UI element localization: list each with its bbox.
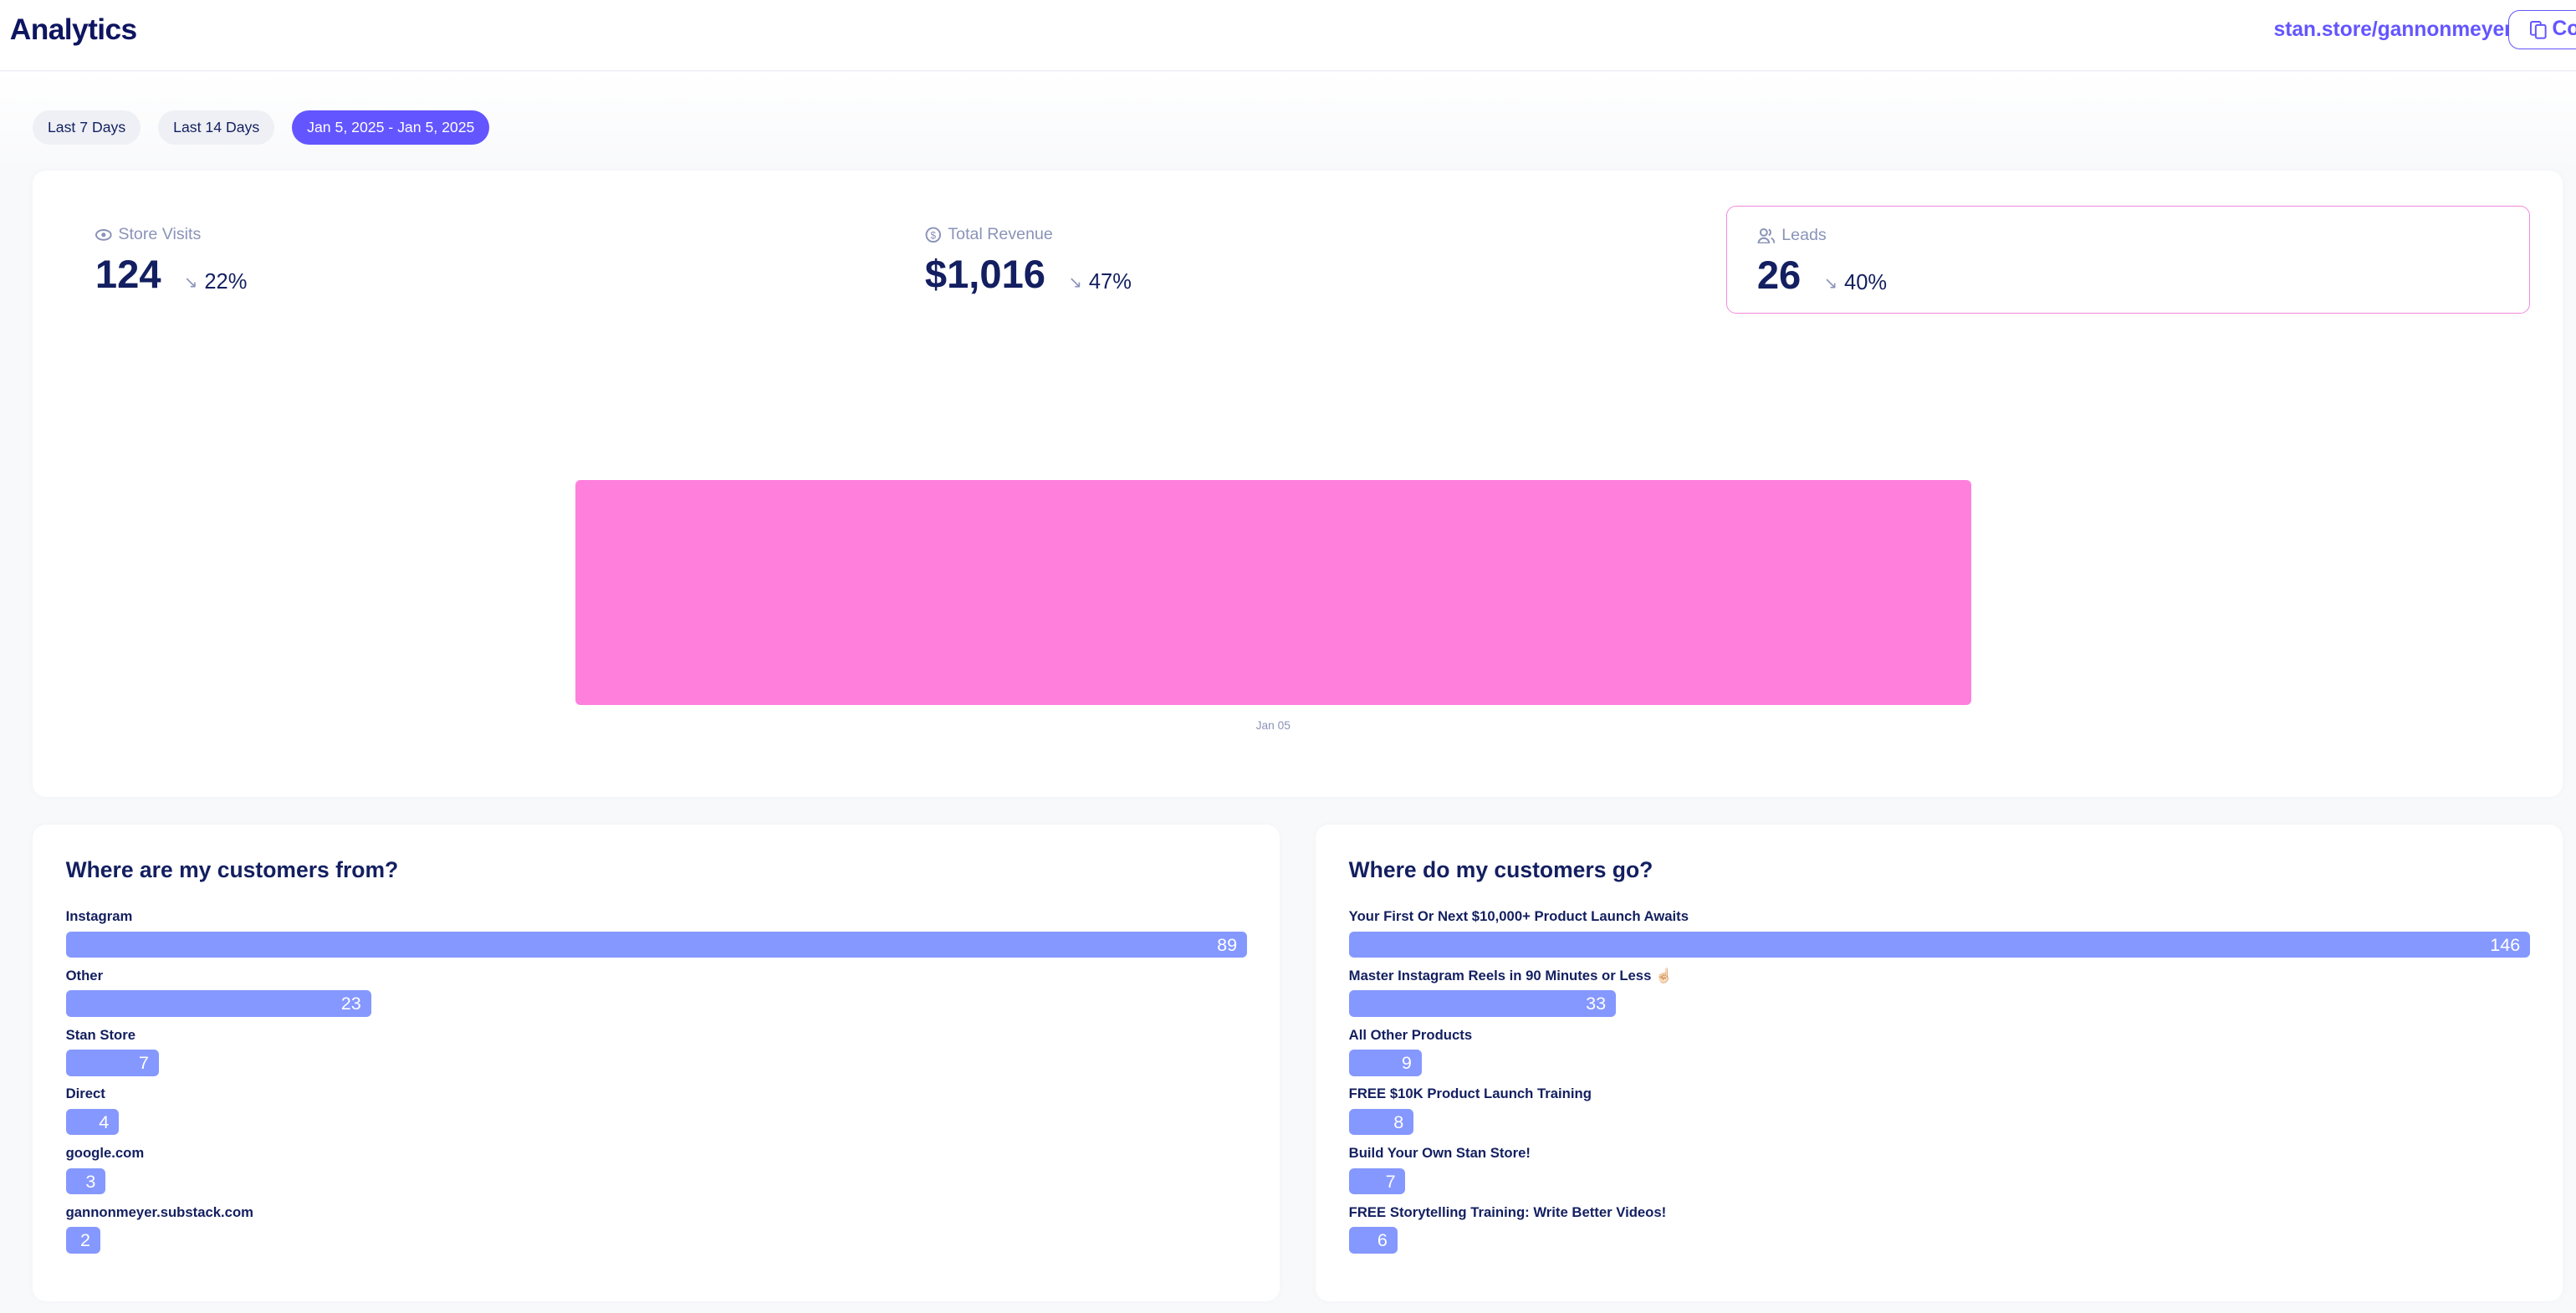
users-icon xyxy=(1757,227,1776,244)
list-item-bar: 8 xyxy=(1348,1108,1414,1136)
date-filters: Last 7 Days Last 14 Days Jan 5, 2025 - J… xyxy=(33,110,490,145)
x-tick-label: Jan 05 xyxy=(1255,719,1291,733)
list-item-bar: 3 xyxy=(65,1167,106,1194)
list-item: FREE $10K Product Launch Training 8 xyxy=(1348,1084,2530,1143)
copy-icon xyxy=(2530,20,2547,39)
sources-title: Where are my customers from? xyxy=(65,857,399,883)
list-item: Master Instagram Reels in 90 Minutes or … xyxy=(1348,966,2530,1025)
trend-down-icon: ↘ xyxy=(184,273,198,292)
list-item: google.com 3 xyxy=(65,1143,1247,1203)
destinations-card: Where do my customers go? Your First Or … xyxy=(1316,825,2563,1301)
list-item-bar: 9 xyxy=(1348,1050,1422,1076)
top-header: Analytics stan.store/gannonmeyer Co xyxy=(0,0,2576,72)
list-item: All Other Products 9 xyxy=(1348,1025,2530,1085)
list-item: gannonmeyer.substack.com 2 xyxy=(65,1203,1247,1262)
list-item-label: FREE $10K Product Launch Training xyxy=(1348,1086,1592,1102)
list-item-label: Your First Or Next $10,000+ Product Laun… xyxy=(1348,908,1689,925)
filter-custom-range[interactable]: Jan 5, 2025 - Jan 5, 2025 xyxy=(292,110,490,145)
sources-card: Where are my customers from? Instagram 89… xyxy=(33,825,1280,1301)
list-item-bar: 89 xyxy=(65,931,1247,958)
stat-change: 47% xyxy=(1088,270,1132,294)
stat-store-visits[interactable]: Store Visits 124 ↘ 22% xyxy=(66,206,855,314)
list-item-bar: 7 xyxy=(65,1050,159,1076)
list-item: Stan Store 7 xyxy=(65,1025,1247,1085)
stat-total-revenue[interactable]: $ Total Revenue $1,016 ↘ 47% xyxy=(896,206,1684,314)
list-item-label: All Other Products xyxy=(1348,1026,1473,1043)
destinations-list: Your First Or Next $10,000+ Product Laun… xyxy=(1348,907,2530,1262)
list-item-bar: 33 xyxy=(1348,990,1616,1017)
dollar-circle-icon: $ xyxy=(925,227,941,243)
list-item-label: Instagram xyxy=(65,908,133,925)
stat-change: 40% xyxy=(1844,271,1888,295)
list-item-label: Master Instagram Reels in 90 Minutes or … xyxy=(1348,967,1673,983)
stat-leads[interactable]: Leads 26 ↘ 40% xyxy=(1726,205,2530,314)
filter-last-14-days[interactable]: Last 14 Days xyxy=(158,110,274,145)
list-item: Other 23 xyxy=(65,966,1247,1025)
store-link[interactable]: stan.store/gannonmeyer xyxy=(2273,18,2512,41)
stat-label: Total Revenue xyxy=(948,225,1053,244)
stat-value: $1,016 xyxy=(924,251,1046,296)
trend-down-icon: ↘ xyxy=(1068,273,1082,292)
stat-label: Store Visits xyxy=(118,225,202,244)
stat-value: 26 xyxy=(1756,252,1802,297)
stat-value: 124 xyxy=(95,251,161,296)
svg-text:$: $ xyxy=(930,230,936,241)
list-item-label: Build Your Own Stan Store! xyxy=(1348,1145,1531,1162)
sources-list: Instagram 89 Other 23 Stan Store 7 Direct 4 goog… xyxy=(65,907,1247,1262)
leads-chart: Jan 05 xyxy=(33,329,2530,756)
destinations-title: Where do my customers go? xyxy=(1348,857,1653,883)
list-item-label: Direct xyxy=(65,1086,105,1102)
list-item-label: google.com xyxy=(65,1145,145,1162)
trend-down-icon: ↘ xyxy=(1823,273,1838,293)
list-item: FREE Storytelling Training: Write Better… xyxy=(1348,1203,2530,1262)
chart-bar[interactable] xyxy=(575,479,1972,705)
list-item-label: FREE Storytelling Training: Write Better… xyxy=(1348,1203,1667,1220)
list-item-label: gannonmeyer.substack.com xyxy=(65,1203,253,1220)
list-item: Instagram 89 xyxy=(65,907,1247,966)
list-item-bar: 146 xyxy=(1348,931,2530,958)
list-item-bar: 23 xyxy=(65,990,371,1017)
filter-last-7-days[interactable]: Last 7 Days xyxy=(33,110,141,145)
list-item-bar: 2 xyxy=(65,1227,100,1254)
list-item-bar: 4 xyxy=(65,1108,120,1136)
list-item: Build Your Own Stan Store! 7 xyxy=(1348,1143,2530,1203)
list-item-label: Stan Store xyxy=(65,1026,136,1043)
copy-label: Co xyxy=(2552,18,2576,41)
list-item: Your First Or Next $10,000+ Product Laun… xyxy=(1348,907,2530,966)
stat-label: Leads xyxy=(1781,226,1827,245)
list-item-label: Other xyxy=(65,967,104,983)
copy-button[interactable]: Co xyxy=(2508,9,2576,49)
list-item-bar: 6 xyxy=(1348,1227,1398,1254)
list-item: Direct 4 xyxy=(65,1084,1247,1143)
list-item-bar: 7 xyxy=(1348,1167,1406,1194)
eye-icon xyxy=(95,228,112,241)
page-title: Analytics xyxy=(9,13,137,46)
stat-change: 22% xyxy=(204,270,248,294)
